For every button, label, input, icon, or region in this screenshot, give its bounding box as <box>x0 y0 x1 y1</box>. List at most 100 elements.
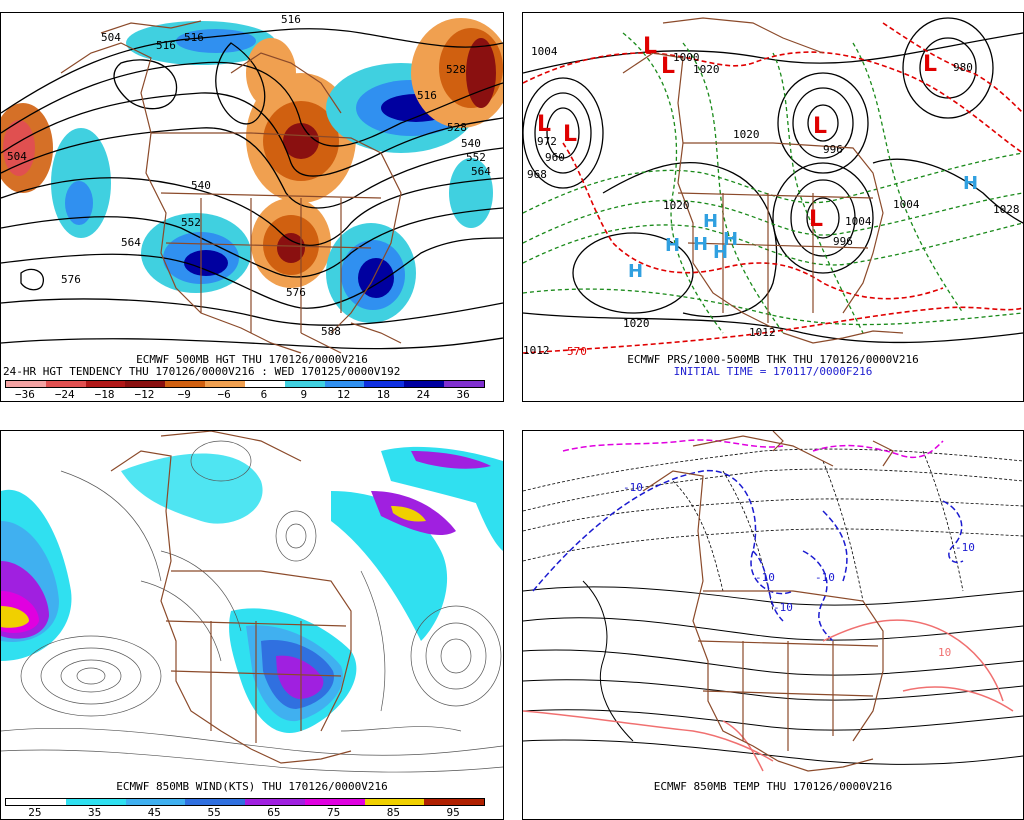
panel-850mb-wind: ECMWF 850MB WIND(KTS) THU 170126/0000V21… <box>0 430 504 820</box>
colorbar-swatch <box>245 799 305 805</box>
low-pressure-marker: L <box>923 52 937 77</box>
colorbar-swatch <box>444 381 484 387</box>
low-markers: L L L L L L L <box>537 34 937 232</box>
panel-caption: ECMWF 850MB WIND(KTS) THU 170126/0000V21… <box>116 780 388 793</box>
temp-cold-isotherms <box>532 470 964 642</box>
colorbar-swatch <box>85 381 126 387</box>
colorbar-swatch <box>125 381 166 387</box>
high-pressure-marker: H <box>703 211 718 232</box>
contour-label: 516 <box>281 13 301 26</box>
isobar-label: 1012 <box>749 326 776 339</box>
isobar-label: 1028 <box>993 203 1020 216</box>
high-pressure-marker: H <box>628 261 643 282</box>
shade-warm-ne-core <box>466 38 496 108</box>
isobar-label: 996 <box>833 235 853 248</box>
high-pressure-marker: H <box>723 229 738 250</box>
colorbar-tick-label: 55 <box>207 806 221 819</box>
colorbar-swatch <box>185 799 245 805</box>
high-pressure-marker: H <box>693 234 708 255</box>
isobar-labels: 1004 972 960 968 996 1020 1020 1020 1012… <box>523 45 1020 358</box>
shade-warm-canada-core <box>283 123 319 159</box>
temp-magenta-isotherms <box>562 439 944 458</box>
contour-label: 576 <box>61 273 81 286</box>
colorbar-tick-label: 36 <box>456 388 470 401</box>
shade-cool-sw-core <box>184 250 228 276</box>
coastline-borders <box>622 17 904 344</box>
contour-label: 564 <box>121 236 141 249</box>
colorbar-tick-label: 75 <box>327 806 341 819</box>
contour-label: 576 <box>286 286 306 299</box>
contour-label: 540 <box>461 137 481 150</box>
temp-labels: -10 -10 -10 -10 -10 10 <box>623 481 975 659</box>
temp-warm-isotherms <box>523 619 1014 772</box>
isobar-label: 1020 <box>623 317 650 330</box>
colorbar-tick-label: −6 <box>217 388 231 401</box>
colorbar-swatch <box>424 799 484 805</box>
contour-label: 528 <box>446 63 466 76</box>
temp-solid-isotherms <box>523 580 1023 765</box>
shade-warm-north <box>246 38 296 108</box>
isotherm-label: 10 <box>938 646 951 659</box>
colorbar-swatch <box>364 381 405 387</box>
temperature-map <box>523 431 1023 772</box>
temp-label-layer: -10 -10 -10 -10 -10 10 <box>623 481 975 659</box>
colorbar-tick-label: 95 <box>446 806 460 819</box>
high-pressure-marker: H <box>713 242 728 263</box>
contour-label: 504 <box>101 31 121 44</box>
isobar-label: 996 <box>823 143 843 156</box>
panel-caption: ECMWF 850MB TEMP THU 170126/0000V216 <box>653 780 893 793</box>
height-tendency-map <box>1 18 503 354</box>
colorbar-swatch <box>6 799 66 805</box>
colorbar-tick-label: −24 <box>54 388 75 401</box>
isobar-label: 972 <box>537 135 557 148</box>
colorbar-swatch <box>205 381 245 387</box>
contour-label-layer: 504 516 516 504 516 528 540 552 564 576 … <box>7 13 491 338</box>
colorbar-tick-label: 24 <box>416 388 430 401</box>
isobar-label: 1004 <box>893 198 920 211</box>
contour-label: 564 <box>471 165 491 178</box>
isobar-label: 1012 <box>523 344 550 357</box>
low-pressure-marker: L <box>813 114 827 139</box>
streamlines <box>1 440 503 773</box>
high-markers: H H H H H H H <box>628 173 978 282</box>
panel-caption: ECMWF PRS/1000-500MB THK THU 170126/0000… <box>627 353 919 366</box>
panel-500mb-height: 504 516 516 504 516 528 540 552 564 576 … <box>0 12 504 402</box>
panel-850mb-temp: -10 -10 -10 -10 -10 10 ECMWF 850MB TEMP … <box>522 430 1024 820</box>
colorbar-swatch <box>65 799 126 805</box>
wind-shading <box>1 446 503 733</box>
tendency-colorbar <box>5 380 485 388</box>
colorbar-swatch <box>404 381 445 387</box>
height-contours <box>1 28 503 350</box>
isobar-label: 980 <box>953 61 973 74</box>
isobar-label: 960 <box>545 151 565 164</box>
colorbar-swatch <box>125 799 186 805</box>
colorbar-tick-label: −12 <box>134 388 155 401</box>
contour-label: 516 <box>156 39 176 52</box>
colorbar-swatch <box>284 381 325 387</box>
thickness-label: 570 <box>567 345 587 358</box>
coastline-borders <box>642 431 894 772</box>
pressure-thickness-map <box>523 17 1023 354</box>
isobar-label: 1020 <box>693 63 720 76</box>
contour-labels: 504 516 516 504 516 528 540 552 564 576 … <box>7 13 491 338</box>
isotherm-label: -10 <box>955 541 975 554</box>
shade-warm-central-core <box>277 233 305 263</box>
wind-speed-colorbar-ticks: 25 35 45 55 65 75 85 95 <box>5 806 483 819</box>
colorbar-tick-label: −18 <box>94 388 115 401</box>
isotherm-label: -10 <box>623 481 643 494</box>
contour-label: 588 <box>321 325 341 338</box>
thickness-red <box>523 22 1023 354</box>
contour-label: 504 <box>7 150 27 163</box>
colorbar-tick-label: 9 <box>300 388 308 401</box>
colorbar-tick-label: 6 <box>260 388 268 401</box>
shade-cool-pac1-core <box>65 181 93 225</box>
contour-label: 516 <box>184 31 204 44</box>
isobar-label: 1004 <box>531 45 558 58</box>
thickness-green <box>523 32 1023 334</box>
isotherm-label: -10 <box>815 571 835 584</box>
panel-caption-init-time: INITIAL TIME = 170117/0000F216 <box>673 365 873 378</box>
coastline-borders <box>60 20 402 354</box>
isobar-label: 1000 <box>673 51 700 64</box>
high-pressure-marker: H <box>963 173 978 194</box>
coastline-borders <box>110 431 352 764</box>
